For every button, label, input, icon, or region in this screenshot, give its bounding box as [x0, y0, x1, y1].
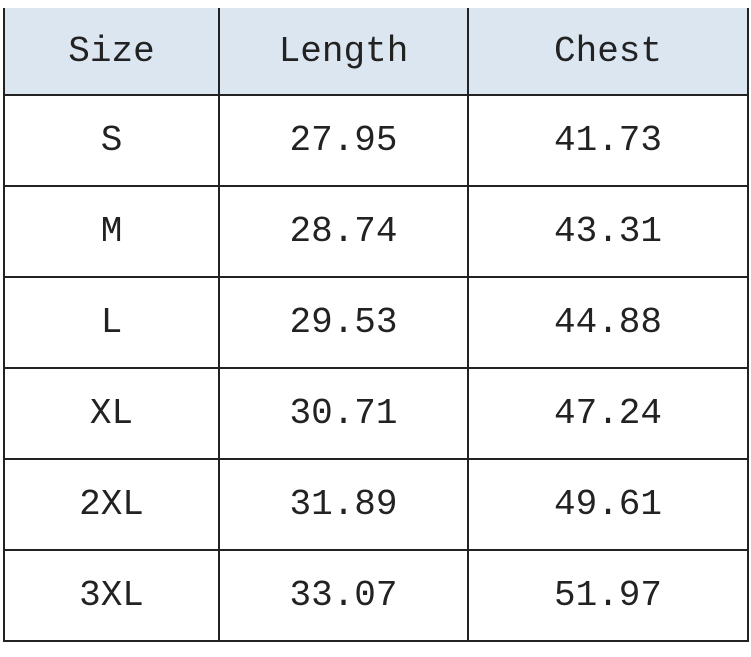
chest-cell: 51.97 — [467, 549, 749, 642]
table-row: 2XL 31.89 49.61 — [3, 458, 749, 551]
header-row: Size Length Chest — [3, 8, 749, 96]
table-row: XL 30.71 47.24 — [3, 367, 749, 460]
length-cell: 28.74 — [218, 185, 469, 278]
size-cell: M — [3, 185, 220, 278]
chest-cell: 44.88 — [467, 276, 749, 369]
chest-cell: 49.61 — [467, 458, 749, 551]
table-row: L 29.53 44.88 — [3, 276, 749, 369]
length-cell: 27.95 — [218, 94, 469, 187]
length-cell: 30.71 — [218, 367, 469, 460]
header-chest: Chest — [467, 8, 749, 96]
length-cell: 31.89 — [218, 458, 469, 551]
chest-cell: 47.24 — [467, 367, 749, 460]
size-cell: 2XL — [3, 458, 220, 551]
table-row: M 28.74 43.31 — [3, 185, 749, 278]
size-cell: S — [3, 94, 220, 187]
size-chart-table: Size Length Chest S 27.95 41.73 M 28.74 43.31… — [3, 8, 749, 642]
table-row: S 27.95 41.73 — [3, 94, 749, 187]
size-cell: 3XL — [3, 549, 220, 642]
size-cell: L — [3, 276, 220, 369]
chest-cell: 41.73 — [467, 94, 749, 187]
length-cell: 29.53 — [218, 276, 469, 369]
size-cell: XL — [3, 367, 220, 460]
length-cell: 33.07 — [218, 549, 469, 642]
header-size: Size — [3, 8, 220, 96]
header-length: Length — [218, 8, 469, 96]
chest-cell: 43.31 — [467, 185, 749, 278]
table-row: 3XL 33.07 51.97 — [3, 549, 749, 642]
